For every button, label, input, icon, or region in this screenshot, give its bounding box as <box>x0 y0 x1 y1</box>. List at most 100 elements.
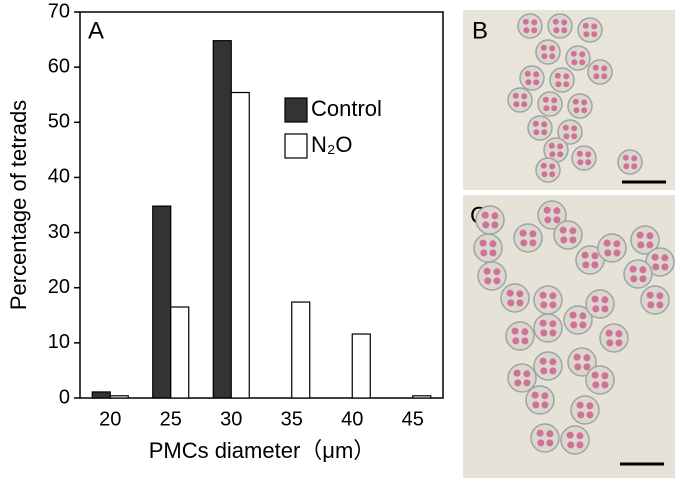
y-tick-label: 60 <box>48 55 70 77</box>
nucleus <box>577 411 585 419</box>
nucleus <box>523 370 531 378</box>
nucleus <box>521 93 528 100</box>
nucleus <box>479 239 487 247</box>
nucleus <box>543 206 551 214</box>
nucleus <box>553 207 561 215</box>
nucleus <box>541 129 548 136</box>
panel-label: B <box>472 17 488 44</box>
legend-label: N₂O <box>311 132 353 157</box>
nucleus <box>531 391 539 399</box>
nucleus <box>539 291 547 299</box>
plot-frame <box>79 11 444 399</box>
legend-label: Control <box>311 96 382 121</box>
nucleus <box>506 289 514 297</box>
nucleus <box>566 431 574 439</box>
cell <box>535 157 561 183</box>
nucleus <box>613 249 621 257</box>
nucleus <box>549 320 557 328</box>
nucleus <box>546 430 554 438</box>
bar <box>230 91 250 399</box>
nucleus <box>571 125 578 132</box>
nucleus <box>570 321 578 329</box>
nucleus <box>551 97 558 104</box>
nucleus <box>561 27 568 34</box>
nucleus <box>574 363 582 371</box>
nucleus <box>549 163 556 170</box>
nucleus <box>532 120 539 127</box>
nucleus <box>592 64 599 71</box>
nucleus <box>629 265 637 273</box>
y-tick-label: 20 <box>48 276 70 298</box>
nucleus <box>559 226 567 234</box>
nucleus <box>549 301 557 309</box>
nucleus <box>549 45 556 52</box>
cell <box>517 13 543 39</box>
nucleus <box>540 301 548 309</box>
nucleus <box>615 330 623 338</box>
nucleus <box>591 261 599 269</box>
nucleus <box>591 23 598 30</box>
nucleus <box>661 254 669 262</box>
nucleus <box>522 18 529 25</box>
nucleus <box>541 392 549 400</box>
nucleus <box>569 227 577 235</box>
nucleus <box>541 53 548 60</box>
nucleus <box>622 154 629 161</box>
nucleus <box>572 98 579 105</box>
cell <box>565 45 591 71</box>
nucleus <box>561 19 568 26</box>
cell <box>525 385 555 415</box>
nucleus <box>581 107 588 114</box>
cell <box>535 39 561 65</box>
nucleus <box>523 27 530 34</box>
cell <box>567 93 593 119</box>
nucleus <box>593 73 600 80</box>
cell <box>640 285 670 315</box>
cell <box>513 223 543 253</box>
cell <box>560 425 590 455</box>
nucleus <box>601 381 609 389</box>
nucleus <box>529 239 537 247</box>
nucleus <box>483 267 491 275</box>
nucleus <box>583 31 590 38</box>
nucleus <box>576 401 584 409</box>
nucleus <box>582 22 589 29</box>
nucleus <box>646 232 654 240</box>
nucleus <box>585 151 592 158</box>
nucleus <box>577 159 584 166</box>
nucleus <box>513 369 521 377</box>
cell <box>473 233 503 263</box>
nucleus <box>639 266 647 274</box>
nucleus <box>521 328 529 336</box>
cell <box>533 285 563 315</box>
nucleus <box>601 305 609 313</box>
nucleus <box>576 432 584 440</box>
nucleus <box>553 27 560 34</box>
nucleus <box>554 72 561 79</box>
nucleus <box>549 292 557 300</box>
cell <box>533 313 563 343</box>
nucleus <box>569 236 577 244</box>
nucleus <box>591 371 599 379</box>
nucleus <box>615 339 623 347</box>
nucleus <box>524 70 531 77</box>
nucleus <box>511 327 519 335</box>
nucleus <box>601 65 608 72</box>
nucleus <box>579 321 587 329</box>
nucleus <box>631 163 638 170</box>
x-axis-label: PMCs diameter（μm） <box>149 438 376 463</box>
nucleus <box>585 159 592 166</box>
nucleus <box>519 229 527 237</box>
bar <box>291 301 311 399</box>
y-tick-label: 40 <box>48 166 70 188</box>
bar <box>152 205 172 399</box>
nucleus <box>651 253 659 261</box>
cell <box>527 115 553 141</box>
nucleus <box>531 19 538 26</box>
y-tick-label: 70 <box>48 0 70 22</box>
nucleus <box>539 319 547 327</box>
nucleus <box>541 171 548 178</box>
nucleus <box>581 251 589 259</box>
nucleus <box>544 216 552 224</box>
